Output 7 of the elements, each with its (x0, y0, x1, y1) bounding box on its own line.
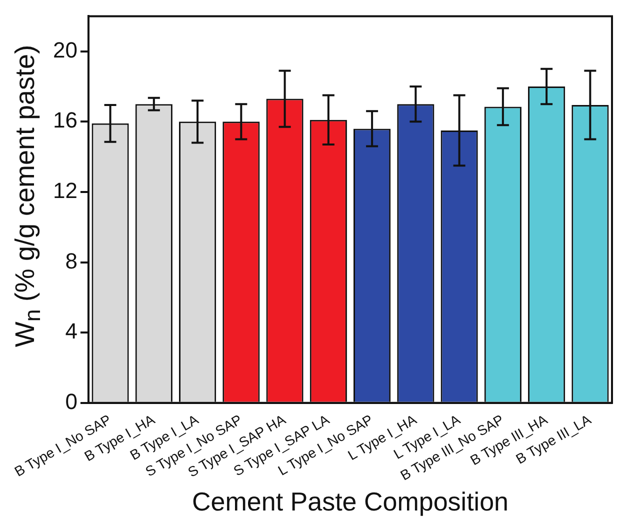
x-axis-title: Cement Paste Composition (192, 486, 508, 517)
y-tick-label: 16 (52, 108, 78, 133)
y-tick-label: 12 (52, 178, 78, 204)
y-tick-label: 4 (65, 318, 78, 344)
y-tick-label: 20 (52, 37, 78, 62)
y-tick-label: 0 (65, 388, 78, 414)
y-tick-label: 8 (65, 248, 78, 274)
